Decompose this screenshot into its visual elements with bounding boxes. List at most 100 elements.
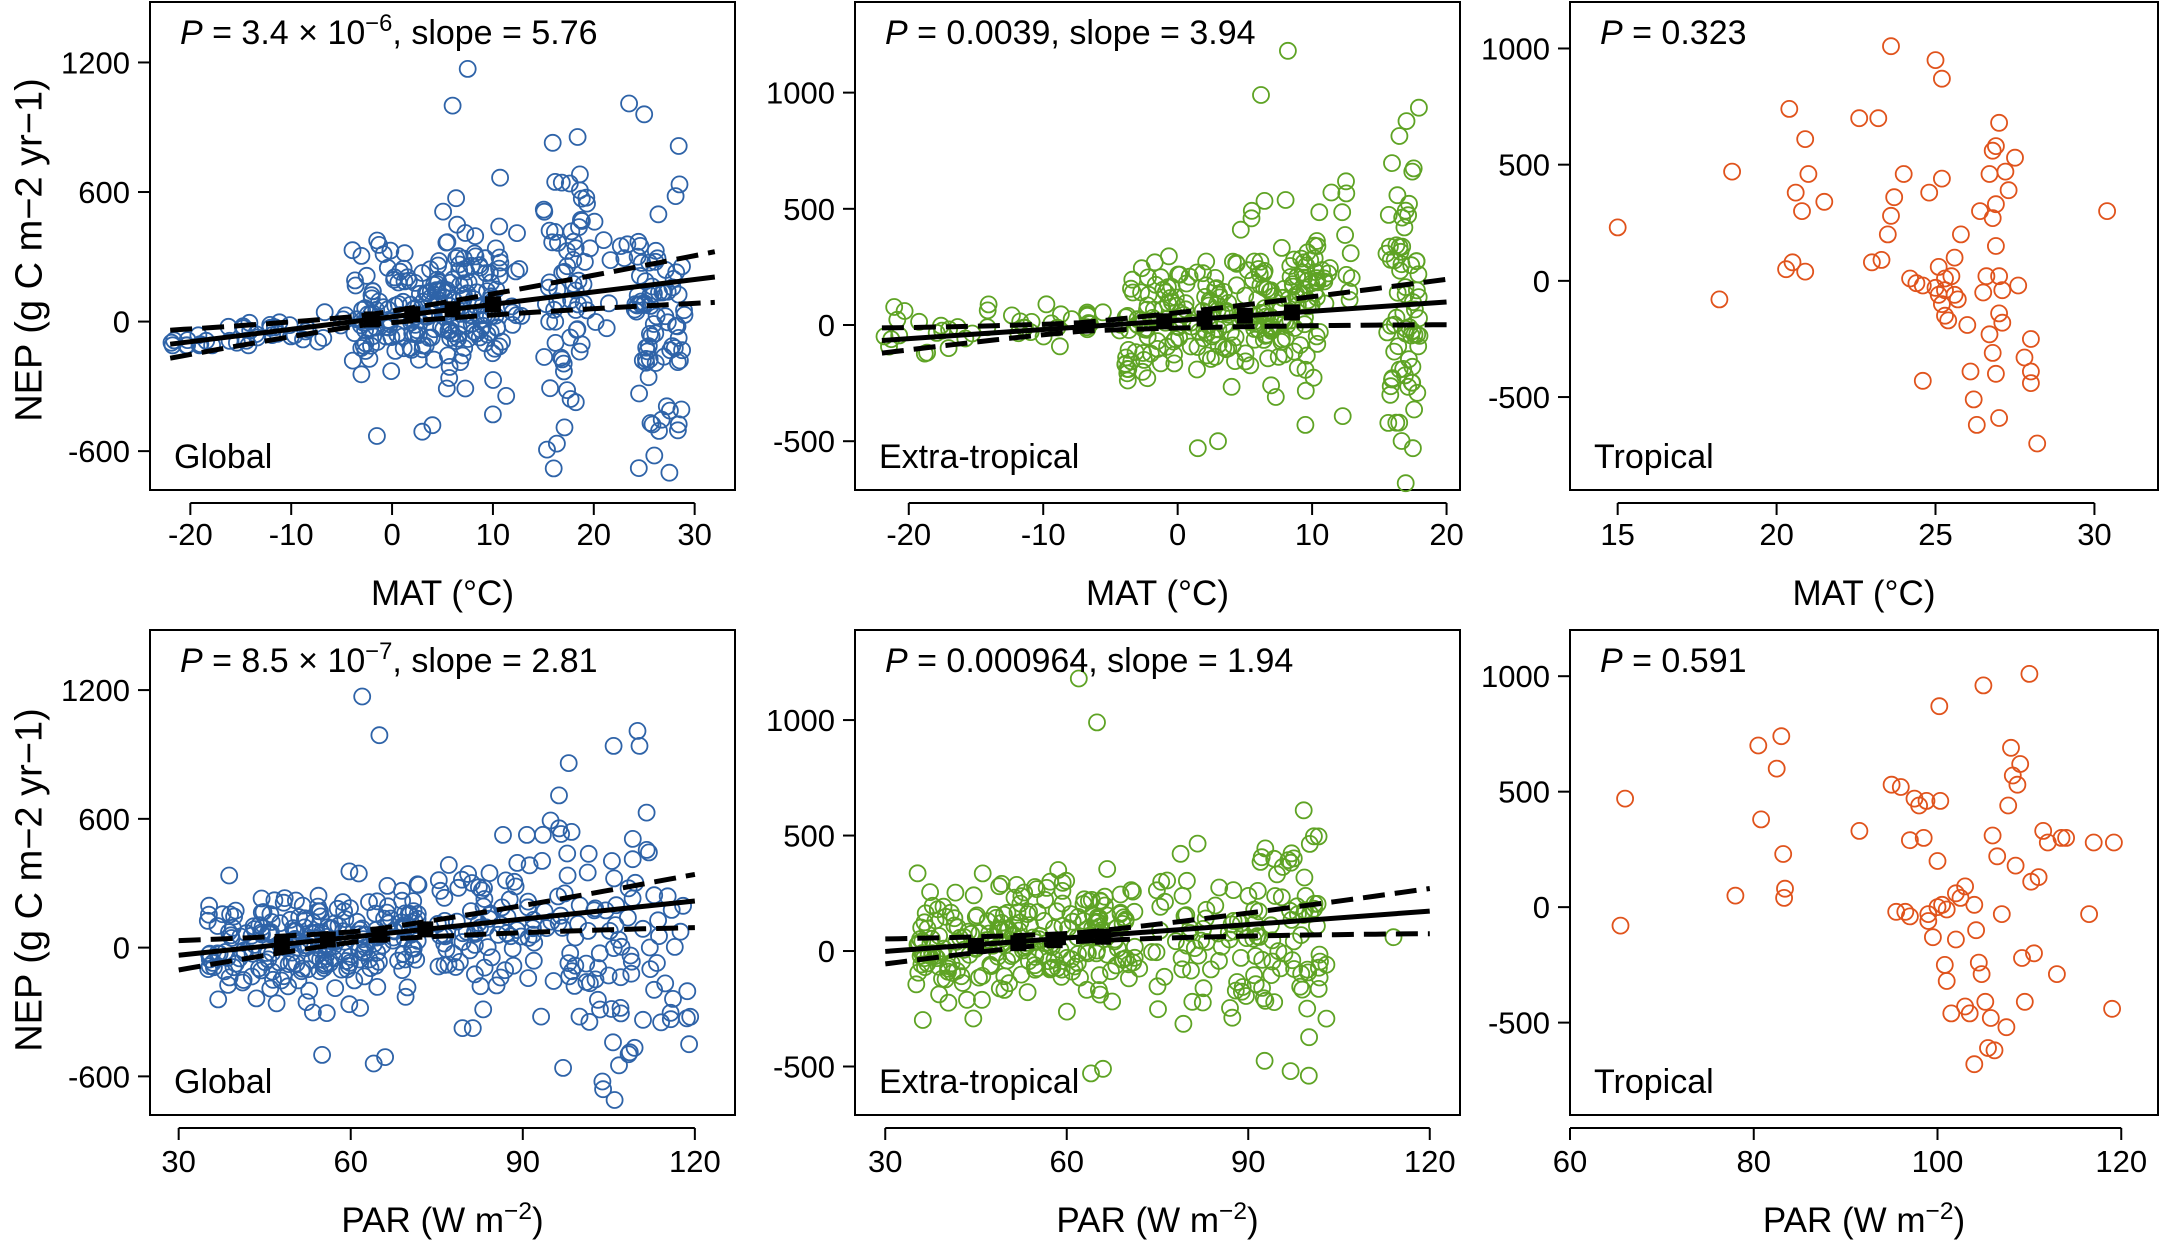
y-tick-label: 0 [113, 305, 130, 340]
data-point [2029, 868, 2048, 886]
data-point [1241, 356, 1260, 375]
data-point [1780, 100, 1799, 118]
data-point [1379, 205, 1398, 224]
data-point [1924, 928, 1942, 947]
data-point [543, 233, 562, 252]
data-point [483, 405, 502, 424]
data-point [413, 340, 432, 359]
data-point [1188, 338, 1207, 356]
data-point [519, 898, 537, 917]
data-point [620, 1043, 639, 1062]
data-point [1143, 943, 1161, 961]
data-point [1124, 882, 1142, 901]
data-point [640, 843, 658, 862]
plot-frame [149, 629, 736, 1116]
data-point [1249, 260, 1268, 278]
data-point [1815, 192, 1834, 211]
data-point [629, 232, 648, 251]
data-point [355, 942, 374, 960]
data-point [1786, 183, 1805, 202]
plot-frame [1569, 629, 2159, 1116]
data-point [652, 1013, 670, 1032]
data-point [597, 319, 616, 338]
x-tick-label: 100 [1912, 1144, 1964, 1179]
data-point [221, 905, 240, 924]
data-point [623, 889, 642, 908]
data-point [1197, 933, 1216, 951]
data-point [1309, 827, 1328, 846]
data-point [637, 841, 656, 859]
data-point [1919, 905, 1938, 923]
panel-mat-tropical: -500 0 500 1000 15 20 25 30 MAT (°C) P = 0.323 Tro… [1481, 1, 2159, 613]
data-point [1095, 887, 1114, 906]
stat-annotation: P = 3.4 × 10−6, slope = 5.76 [180, 10, 598, 53]
data-point [1608, 218, 1627, 237]
data-point [1863, 253, 1881, 272]
data-point [484, 371, 503, 389]
data-point [554, 1059, 572, 1077]
data-point [622, 952, 641, 971]
data-point [496, 871, 515, 890]
data-point [463, 1019, 482, 1037]
x-axis-title: MAT (°C) [1793, 574, 1936, 613]
data-point [1061, 905, 1080, 923]
data-point [538, 440, 556, 459]
data-point [1723, 162, 1741, 181]
data-point [566, 281, 585, 300]
data-point [973, 990, 991, 1009]
data-point [607, 896, 626, 915]
data-point [1102, 962, 1120, 981]
data-point [1094, 303, 1112, 322]
data-point [550, 786, 568, 805]
data-point [628, 722, 647, 740]
data-point [1882, 775, 1901, 794]
data-point [378, 258, 397, 277]
data-point [1307, 327, 1326, 346]
data-point [650, 421, 668, 440]
ci-lower-line [169, 299, 715, 361]
data-point [409, 350, 428, 369]
data-point [594, 231, 613, 250]
y-tick-label: 0 [1533, 264, 1550, 299]
data-point [1980, 325, 1999, 344]
data-point [641, 960, 660, 978]
data-point [672, 400, 691, 419]
data-point [1296, 381, 1315, 400]
data-point [1933, 69, 1951, 88]
ci-upper-line [170, 249, 716, 333]
data-point [611, 968, 630, 987]
data-point [1956, 877, 1974, 896]
data-point [1405, 400, 1423, 419]
data-point [337, 952, 356, 970]
data-point [1283, 951, 1302, 970]
data-point [1221, 999, 1239, 1017]
data-point [1776, 879, 1794, 898]
ci-lower-line [884, 931, 1430, 967]
y-tick-label: 1200 [61, 673, 130, 708]
data-point [313, 1046, 332, 1064]
data-point [939, 339, 958, 358]
data-point [491, 168, 510, 187]
data-point [1385, 342, 1404, 361]
data-point [946, 883, 965, 902]
data-point [541, 379, 559, 398]
data-point [1217, 340, 1236, 359]
data-point [577, 954, 596, 973]
data-point [1111, 905, 1130, 923]
data-point [1276, 191, 1295, 209]
data-point [393, 891, 412, 910]
data-point [1020, 903, 1038, 921]
data-point [443, 96, 462, 115]
data-point [1114, 950, 1133, 969]
data-point [1930, 697, 1949, 716]
data-point [674, 896, 692, 915]
data-point [1983, 141, 2002, 160]
data-point [1294, 801, 1313, 820]
y-tick-label: 500 [1498, 775, 1550, 810]
data-point [1058, 1002, 1076, 1021]
data-point [643, 415, 662, 434]
data-point [510, 260, 529, 278]
data-point [552, 348, 570, 367]
data-point [1197, 252, 1216, 271]
data-point [518, 826, 536, 844]
